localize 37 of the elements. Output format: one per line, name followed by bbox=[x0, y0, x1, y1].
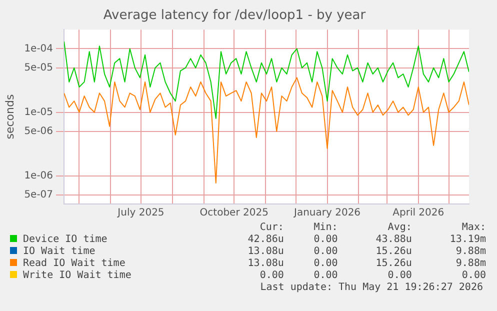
text: 9.88m bbox=[454, 246, 487, 258]
text: Cur: bbox=[258, 222, 285, 234]
chart-title: Average latency for /dev/loop1 - by year bbox=[103, 8, 366, 24]
text: 13.08u bbox=[246, 258, 285, 270]
y-tick-label: 5e-06 bbox=[24, 126, 54, 137]
text: Min: bbox=[312, 222, 339, 234]
x-tick-label: July 2025 bbox=[116, 208, 164, 219]
x-tick-label: October 2025 bbox=[200, 208, 268, 219]
text: Avg: bbox=[386, 222, 413, 234]
text: 15.26u bbox=[374, 246, 413, 258]
y-tick-label: 1e-04 bbox=[24, 43, 54, 54]
legend-label: Device IO time bbox=[23, 234, 108, 245]
text: Max: bbox=[460, 222, 487, 234]
legend-label: Read IO Wait time bbox=[23, 258, 126, 269]
y-tick-label: 1e-06 bbox=[24, 170, 54, 182]
legend-label: IO Wait time bbox=[23, 246, 96, 257]
text: 13.08u bbox=[246, 246, 285, 258]
y-tick-label: 5e-07 bbox=[24, 190, 54, 201]
x-tick-label: January 2026 bbox=[292, 208, 361, 219]
text: Last update: Thu May 21 19:26:27 2026 bbox=[259, 282, 483, 294]
text: 9.88m bbox=[454, 258, 487, 270]
text: 0.00 bbox=[312, 258, 339, 270]
text: 42.86u bbox=[246, 234, 285, 246]
text: 0.00 bbox=[386, 270, 413, 282]
text: 0.00 bbox=[312, 270, 339, 282]
text: 0.00 bbox=[312, 246, 339, 258]
text: 15.26u bbox=[374, 258, 413, 270]
x-tick-label: April 2026 bbox=[392, 208, 444, 219]
text: 0.00 bbox=[258, 270, 285, 282]
text: 0.00 bbox=[460, 270, 487, 282]
y-tick-label: 1e-05 bbox=[24, 106, 54, 118]
legend-label: Write IO Wait time bbox=[23, 270, 132, 281]
text: 13.19m bbox=[448, 234, 487, 246]
y-tick-label: 5e-05 bbox=[24, 62, 54, 74]
text: 0.00 bbox=[312, 234, 339, 246]
y-axis-title: seconds bbox=[3, 94, 16, 140]
text: 43.88u bbox=[374, 234, 413, 246]
